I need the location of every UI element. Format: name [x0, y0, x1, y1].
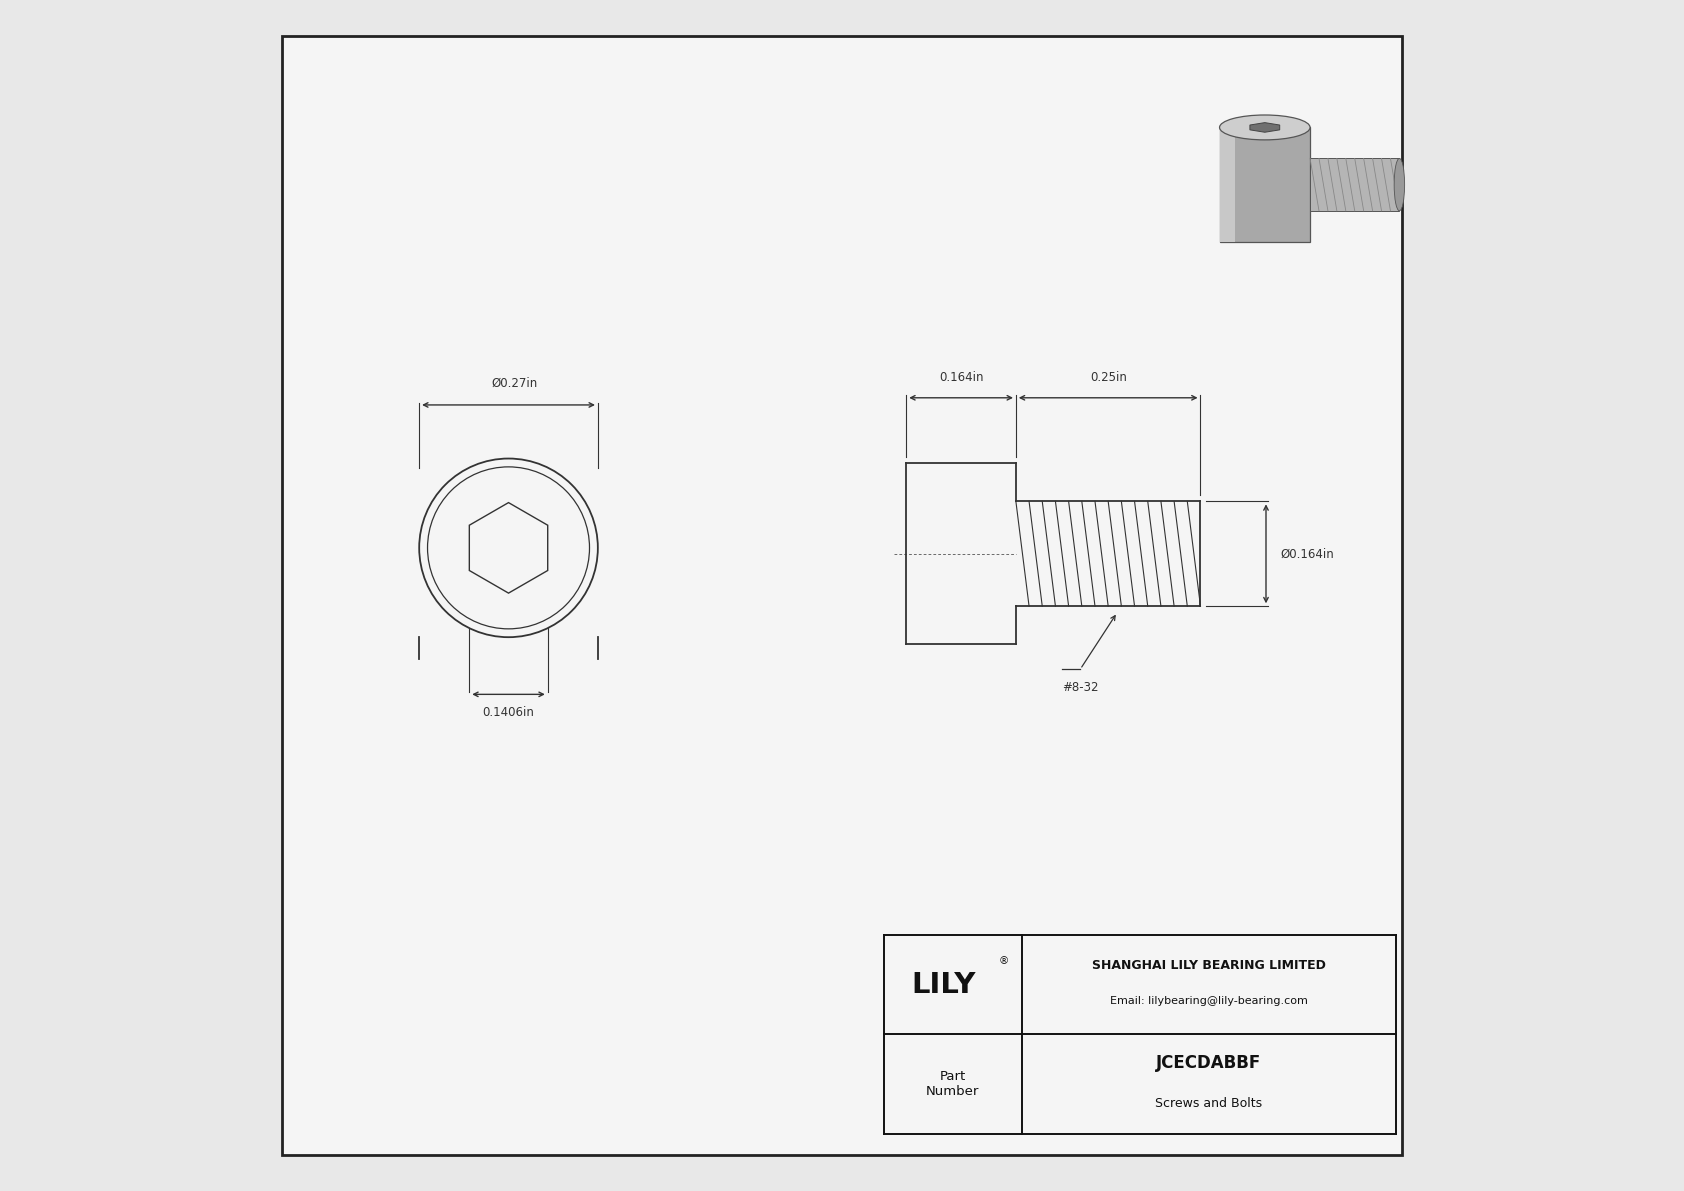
FancyBboxPatch shape [1310, 158, 1399, 211]
Text: LILY: LILY [911, 971, 975, 999]
FancyBboxPatch shape [1219, 127, 1310, 242]
Text: Ø0.27in: Ø0.27in [492, 376, 537, 389]
Text: 0.1406in: 0.1406in [483, 706, 534, 719]
FancyBboxPatch shape [1219, 127, 1236, 242]
Text: Part
Number: Part Number [926, 1070, 980, 1098]
FancyBboxPatch shape [283, 36, 1401, 1155]
Text: 0.164in: 0.164in [940, 370, 983, 384]
Ellipse shape [1394, 158, 1404, 211]
Text: Ø0.164in: Ø0.164in [1280, 548, 1334, 560]
Text: ®: ® [999, 956, 1009, 966]
Text: Email: lilybearing@lily-bearing.com: Email: lilybearing@lily-bearing.com [1110, 997, 1308, 1006]
Text: JCECDABBF: JCECDABBF [1157, 1054, 1261, 1072]
Polygon shape [1250, 123, 1280, 132]
Text: #8-32: #8-32 [1063, 681, 1100, 694]
Ellipse shape [1219, 116, 1310, 139]
Text: Screws and Bolts: Screws and Bolts [1155, 1097, 1263, 1110]
Text: 0.25in: 0.25in [1090, 370, 1127, 384]
Text: SHANGHAI LILY BEARING LIMITED: SHANGHAI LILY BEARING LIMITED [1091, 959, 1325, 972]
